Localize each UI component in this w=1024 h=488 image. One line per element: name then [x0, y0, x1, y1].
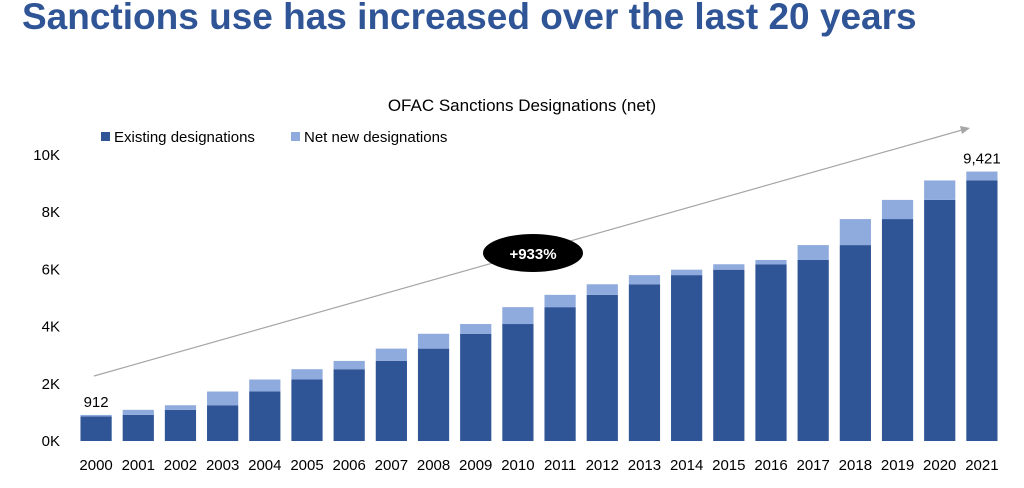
bar-net-new — [333, 360, 365, 370]
bar-existing — [502, 324, 534, 441]
legend-swatch-net-new — [291, 132, 300, 141]
bar-existing — [839, 245, 871, 441]
bar-existing — [671, 275, 703, 441]
bar-net-new — [164, 405, 197, 410]
bar-existing — [881, 219, 914, 441]
bar-net-new — [291, 369, 323, 380]
bar-existing — [460, 333, 492, 441]
legend-label-existing: Existing designations — [114, 129, 255, 146]
data-labels: 912 9,421 — [84, 151, 1001, 411]
bars — [80, 171, 998, 441]
y-tick-label: 2K — [42, 376, 60, 393]
bar-net-new — [924, 180, 956, 200]
x-tick-label: 2016 — [754, 457, 787, 474]
x-tick-label: 2021 — [965, 457, 998, 474]
growth-annotation: +933% — [483, 234, 583, 272]
chart-legend: Existing designations Net new designatio… — [101, 129, 447, 146]
x-tick-label: 2012 — [586, 457, 619, 474]
bar-net-new — [207, 391, 239, 406]
x-tick-label: 2020 — [923, 457, 956, 474]
x-tick-label: 2017 — [796, 457, 829, 474]
bar-existing — [417, 348, 450, 441]
x-tick-label: 2001 — [122, 457, 155, 474]
x-tick-label: 2002 — [164, 457, 197, 474]
bar-net-new — [375, 348, 407, 361]
growth-annotation-ellipse — [483, 234, 583, 272]
x-axis: 2000 2001 2002 2003 2004 2005 2006 2007 2008 2009… — [79, 457, 998, 474]
bar-net-new — [417, 333, 450, 349]
legend-label-net-new: Net new designations — [304, 129, 447, 146]
y-tick-label: 10K — [33, 147, 60, 164]
x-tick-label: 2000 — [79, 457, 112, 474]
bar-existing — [586, 294, 618, 441]
bar-net-new — [671, 269, 703, 276]
y-axis: 0K 2K 4K 6K 8K 10K — [33, 147, 60, 450]
bar-net-new — [839, 219, 871, 246]
x-tick-label: 2009 — [459, 457, 492, 474]
bar-existing — [797, 259, 829, 441]
bar-existing — [80, 416, 112, 441]
bar-net-new — [122, 409, 154, 415]
trend-arrow-head — [960, 126, 970, 134]
bar-net-new — [249, 379, 281, 392]
y-tick-label: 0K — [42, 433, 60, 450]
y-tick-label: 8K — [42, 204, 60, 221]
bar-existing — [291, 379, 323, 441]
bar-net-new — [755, 259, 787, 265]
bar-existing — [628, 284, 661, 441]
bar-existing — [122, 414, 154, 441]
bar-existing — [755, 264, 787, 441]
x-tick-label: 2018 — [839, 457, 872, 474]
x-tick-label: 2006 — [332, 457, 365, 474]
bar-existing — [966, 180, 998, 441]
bar-net-new — [713, 264, 745, 270]
x-tick-label: 2015 — [712, 457, 745, 474]
x-tick-label: 2003 — [206, 457, 239, 474]
bar-net-new — [881, 199, 914, 220]
data-label: 9,421 — [963, 151, 1001, 168]
bar-net-new — [80, 414, 112, 417]
bar-existing — [207, 405, 239, 441]
x-tick-label: 2011 — [544, 457, 576, 474]
y-tick-label: 4K — [42, 319, 60, 336]
x-tick-label: 2007 — [375, 457, 408, 474]
page-headline: Sanctions use has increased over the las… — [22, 0, 917, 37]
bar-net-new — [460, 324, 492, 334]
x-tick-label: 2005 — [290, 457, 323, 474]
bar-existing — [544, 307, 576, 441]
bar-net-new — [586, 284, 618, 295]
x-tick-label: 2019 — [881, 457, 914, 474]
bar-existing — [924, 199, 956, 441]
x-tick-label: 2013 — [628, 457, 661, 474]
x-tick-label: 2004 — [248, 457, 281, 474]
x-tick-label: 2008 — [417, 457, 450, 474]
bar-existing — [333, 369, 365, 441]
bar-existing — [713, 269, 745, 441]
bar-net-new — [502, 307, 534, 325]
y-tick-label: 6K — [42, 261, 60, 278]
x-tick-label: 2014 — [670, 457, 703, 474]
legend-swatch-existing — [101, 132, 110, 141]
bar-net-new — [966, 171, 998, 181]
x-tick-label: 2010 — [501, 457, 534, 474]
chart-title: OFAC Sanctions Designations (net) — [388, 96, 656, 115]
data-label: 912 — [84, 394, 109, 411]
bar-net-new — [797, 245, 829, 260]
bar-net-new — [544, 294, 576, 308]
bar-existing — [164, 409, 197, 441]
bar-existing — [375, 360, 407, 441]
growth-annotation-label: +933% — [509, 246, 556, 263]
bar-net-new — [628, 275, 661, 285]
bar-existing — [249, 391, 281, 441]
